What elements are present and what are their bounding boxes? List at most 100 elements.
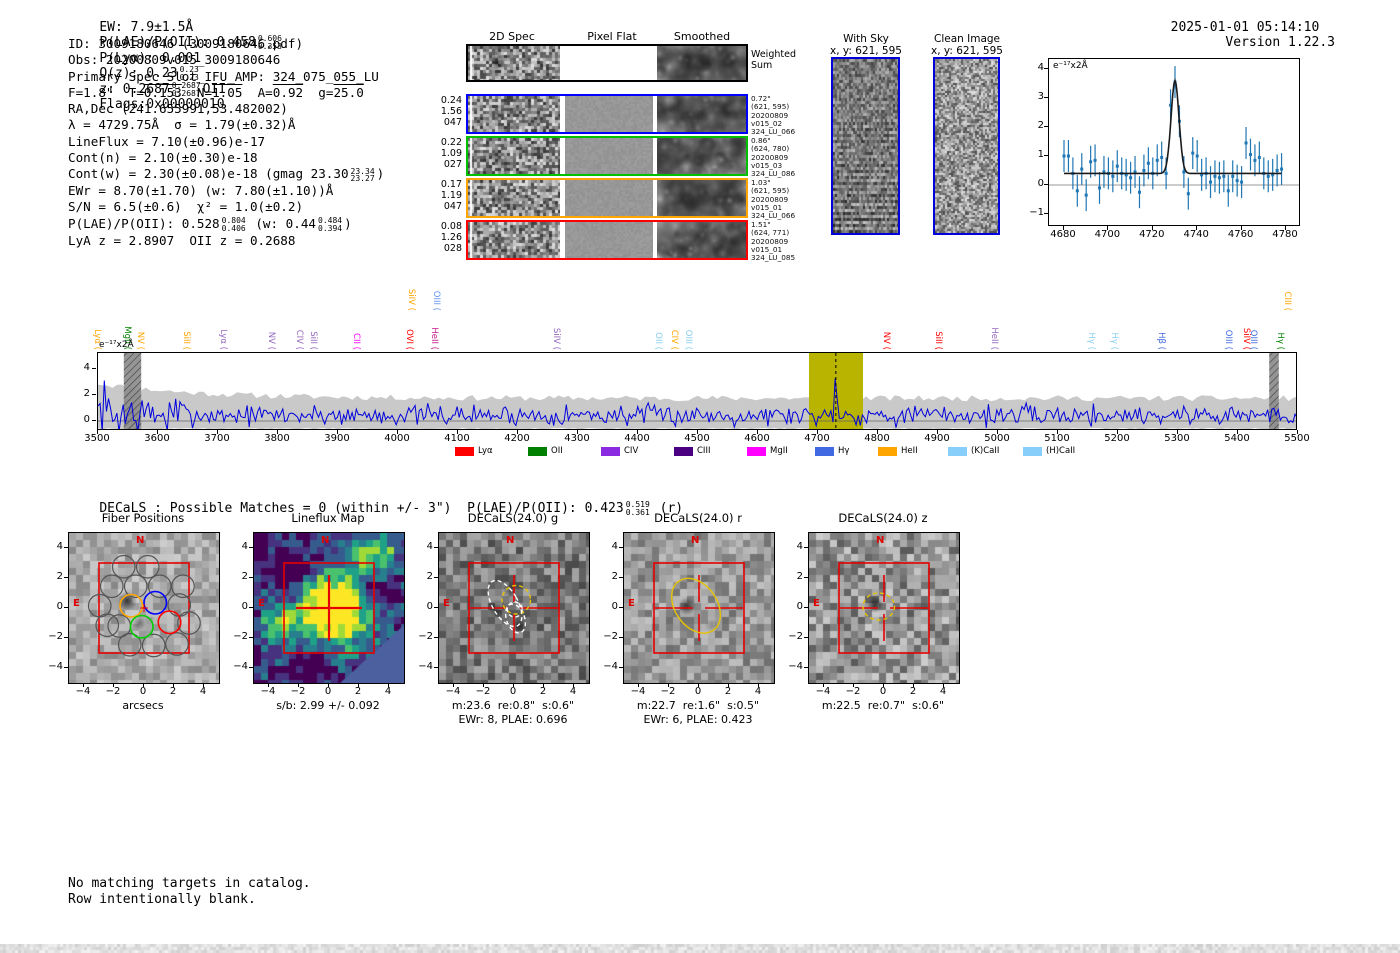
zoomspec-ytick: 2 bbox=[1037, 120, 1044, 131]
header-qz: Q(z): 0.23 bbox=[99, 65, 178, 81]
panel-ytick: −4 bbox=[48, 661, 63, 672]
emission-line-label: HeII ( bbox=[989, 327, 1000, 350]
panel-ytick: −2 bbox=[48, 631, 63, 642]
legend-item: MgII bbox=[747, 446, 788, 456]
legend-swatch bbox=[815, 446, 834, 456]
mainspec-xtick: 3500 bbox=[84, 433, 110, 444]
emission-line-label: CIV ( bbox=[668, 329, 679, 350]
header-flags: Flags:0x00000010 bbox=[99, 97, 225, 113]
zoomspec-xtick: 4720 bbox=[1139, 229, 1165, 240]
info-cont-w-range: 23.34 23.27 bbox=[350, 166, 375, 184]
tick bbox=[728, 683, 729, 687]
emission-line-label: CII ( bbox=[350, 333, 361, 350]
emission-line-label: OIII ( bbox=[1223, 329, 1234, 350]
line-fit-plot: e⁻¹⁷x2Å bbox=[1048, 58, 1300, 226]
emission-line-label: Hγ ( bbox=[1109, 332, 1120, 350]
panel-ytick: −2 bbox=[418, 631, 433, 642]
cutout-row-right-labels: 0.72" (621, 595) 20200809 v015_02 324_LU_066 bbox=[751, 94, 796, 137]
tick bbox=[434, 637, 438, 638]
tick bbox=[997, 430, 998, 434]
mainspec-xtick: 5100 bbox=[1044, 433, 1070, 444]
emission-line-label: CIV ( bbox=[293, 329, 304, 350]
cutout-row-left-labels: 0.08 1.26 028 bbox=[440, 221, 462, 254]
panel-ytick: 4 bbox=[426, 541, 433, 552]
tick bbox=[337, 430, 338, 434]
tick bbox=[804, 547, 808, 548]
panel-xtick: 0 bbox=[694, 686, 702, 697]
panel-ytick: 2 bbox=[56, 571, 63, 582]
tick bbox=[853, 683, 854, 687]
compass-n: N bbox=[691, 535, 700, 546]
cutout-header-smoothed: Smoothed bbox=[673, 30, 731, 43]
legend-swatch bbox=[601, 446, 620, 456]
panel-caption: m:22.7 re:1.6" s:0.5" bbox=[636, 699, 760, 712]
tick bbox=[1057, 430, 1058, 434]
legend-swatch bbox=[455, 446, 474, 456]
tick bbox=[804, 577, 808, 578]
tick bbox=[517, 430, 518, 434]
zoomspec-ytick: 1 bbox=[1037, 149, 1044, 160]
panel-xtick: 0 bbox=[879, 686, 887, 697]
panel-xtick: −2 bbox=[475, 686, 491, 697]
legend-swatch bbox=[747, 446, 766, 456]
panel-caption-2: EWr: 6, PLAE: 0.423 bbox=[643, 713, 753, 726]
tick bbox=[1285, 226, 1286, 230]
compass-e: E bbox=[73, 598, 80, 609]
tick bbox=[64, 637, 68, 638]
panel-ytick: −4 bbox=[233, 661, 248, 672]
zoomspec-xtick: 4780 bbox=[1272, 229, 1298, 240]
tick bbox=[483, 683, 484, 687]
panel-ytick: −4 bbox=[603, 661, 618, 672]
panel-image-decals-g bbox=[438, 532, 590, 684]
legend-label: Hγ bbox=[838, 446, 850, 456]
panel-ytick: 4 bbox=[241, 541, 248, 552]
withsky-title: With Sky x, y: 621, 595 bbox=[830, 33, 902, 57]
tick bbox=[157, 430, 158, 434]
header-plae: P(LAE)/P(OII): 0.458 bbox=[99, 35, 256, 50]
mainspec-ytick: 0 bbox=[83, 414, 90, 425]
tick bbox=[1044, 68, 1048, 69]
header-stats-line: EW: 7.9±1.5Å P(LAE)/P(OII): 0.458 0.606 0.… bbox=[68, 5, 300, 127]
info-slot: Primary Spec_Slot_IFU_AMP: 324_075_055_L… bbox=[68, 68, 379, 84]
tick bbox=[143, 683, 144, 687]
panel-xtick: −4 bbox=[630, 686, 646, 697]
tick bbox=[434, 577, 438, 578]
info-id: ID: 3009180646 (3009180646.pdf) bbox=[68, 36, 304, 51]
emission-line-label: Hγ ( bbox=[1085, 332, 1096, 350]
tick bbox=[453, 683, 454, 687]
panel-ytick: 4 bbox=[611, 541, 618, 552]
panel-caption-2: EWr: 8, PLAE: 0.696 bbox=[458, 713, 568, 726]
tick bbox=[577, 430, 578, 434]
panel-image-fiber bbox=[68, 532, 220, 684]
tick bbox=[804, 637, 808, 638]
mainspec-xtick: 4900 bbox=[924, 433, 950, 444]
panel-ytick: 0 bbox=[241, 601, 248, 612]
mainspec-xtick: 5000 bbox=[984, 433, 1010, 444]
mainspec-xtick: 5200 bbox=[1104, 433, 1130, 444]
detection-info-block: ID: 3009180646 (3009180646.pdf) Obs: 202… bbox=[68, 36, 384, 249]
zoomspec-ytick: 3 bbox=[1037, 91, 1044, 102]
legend-item: OII bbox=[528, 446, 563, 456]
info-radec: RA,Dec (241.655991,53.482002) bbox=[68, 101, 288, 117]
header-plae-range: 0.606 0.353 bbox=[257, 34, 282, 51]
tick bbox=[619, 637, 623, 638]
emission-line-label: NV ( bbox=[134, 331, 145, 350]
info-cont-w: Cont(w) = 2.30(±0.08)e-18 (gmag 23.30 23.… bbox=[68, 166, 385, 184]
mainspec-xtick: 5500 bbox=[1284, 433, 1310, 444]
panel-ytick: 0 bbox=[56, 601, 63, 612]
panel-xtick: 2 bbox=[909, 686, 917, 697]
legend-item: Hγ bbox=[815, 446, 849, 456]
legend-swatch bbox=[1023, 446, 1042, 456]
tick bbox=[638, 683, 639, 687]
tick bbox=[64, 667, 68, 668]
tick bbox=[249, 577, 253, 578]
zoomspec-xtick: 4680 bbox=[1050, 229, 1076, 240]
legend-label: MgII bbox=[770, 446, 788, 456]
panel-xtick: 4 bbox=[199, 686, 207, 697]
info-lineflux: LineFlux = 7.10(±0.96)e-17 bbox=[68, 133, 266, 149]
mainspec-xtick: 4500 bbox=[684, 433, 710, 444]
tick bbox=[173, 683, 174, 687]
tick bbox=[637, 430, 638, 434]
next-row-image-strip bbox=[0, 944, 1400, 953]
compass-n: N bbox=[506, 535, 515, 546]
